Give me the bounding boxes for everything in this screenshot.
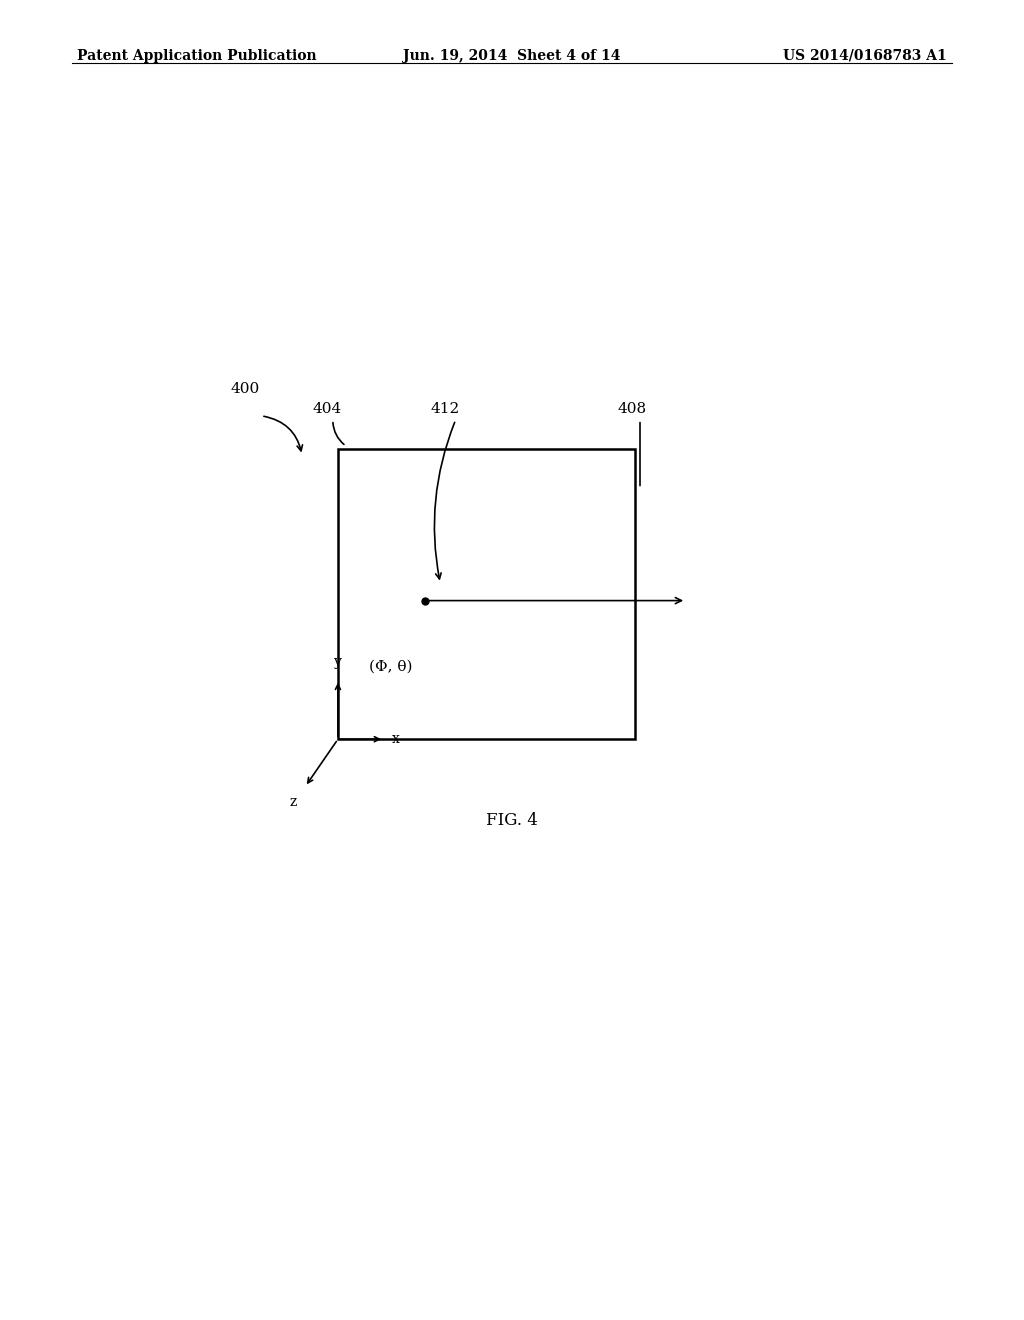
Text: Jun. 19, 2014  Sheet 4 of 14: Jun. 19, 2014 Sheet 4 of 14 xyxy=(403,49,621,63)
Text: 400: 400 xyxy=(230,381,260,396)
Text: x: x xyxy=(392,733,400,746)
Text: FIG. 4: FIG. 4 xyxy=(486,812,538,829)
Text: 404: 404 xyxy=(312,401,342,416)
Text: 408: 408 xyxy=(617,401,646,416)
Text: (Φ, θ): (Φ, θ) xyxy=(369,660,412,675)
Text: US 2014/0168783 A1: US 2014/0168783 A1 xyxy=(783,49,947,63)
Text: y: y xyxy=(334,655,342,669)
Text: Patent Application Publication: Patent Application Publication xyxy=(77,49,316,63)
Text: z: z xyxy=(290,795,297,809)
Text: 412: 412 xyxy=(431,401,460,416)
Bar xyxy=(338,449,635,739)
